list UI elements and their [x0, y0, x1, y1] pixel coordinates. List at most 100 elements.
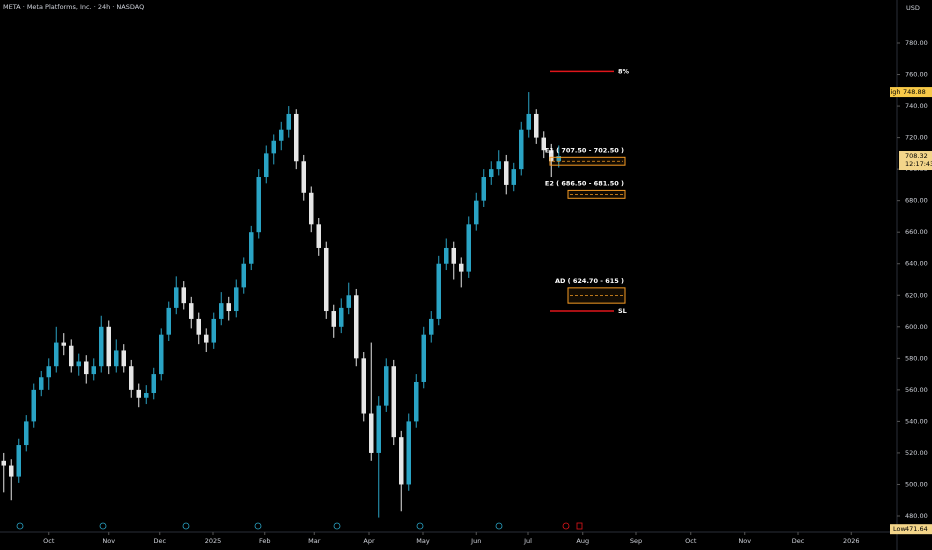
candle-body	[354, 295, 359, 359]
x-tick-label: Nov	[102, 537, 115, 545]
high-label: High	[886, 88, 901, 96]
y-tick-label: 500.00	[905, 480, 928, 488]
x-tick-label: Sep	[630, 537, 642, 545]
candle-body	[376, 405, 381, 453]
candle-body	[54, 342, 59, 367]
y-tick-label: 740.00	[905, 102, 928, 110]
candle-body	[99, 326, 104, 367]
x-tick-label: 2025	[205, 537, 222, 545]
candle-body	[211, 318, 216, 343]
y-tick-label: 540.00	[905, 417, 928, 425]
last-price-badge	[899, 151, 932, 171]
candle-body	[106, 326, 111, 367]
x-tick-label: Dec	[792, 537, 805, 545]
candle-body	[24, 421, 29, 446]
candle-body	[234, 287, 239, 312]
candle-body	[301, 161, 306, 193]
candle-body	[166, 307, 171, 335]
candle-body	[421, 334, 426, 382]
candle-body	[226, 303, 231, 312]
candle-body	[481, 177, 486, 201]
candle-body	[61, 342, 66, 346]
y-tick-label: 480.00	[905, 512, 928, 520]
candle-body	[496, 161, 501, 170]
candle-body	[294, 113, 299, 162]
candle-body	[459, 263, 464, 272]
last-price: 708.32	[905, 152, 928, 160]
y-tick-label: 620.00	[905, 291, 928, 299]
candle-body	[279, 129, 284, 141]
y-tick-label: 600.00	[905, 323, 928, 331]
candle-body	[174, 287, 179, 308]
candle-body	[451, 247, 456, 264]
x-tick-label: Aug	[576, 537, 589, 545]
zone-label: AD ( 624.70 - 615 )	[555, 277, 624, 285]
zone-label: E1 ( 707.50 - 702.50 )	[545, 146, 624, 154]
candle-body	[271, 140, 276, 154]
level-label: SL	[618, 307, 627, 315]
x-tick-label: Apr	[363, 537, 375, 545]
y-tick-label: 780.00	[905, 39, 928, 47]
candle-body	[114, 350, 119, 367]
candle-body	[16, 445, 21, 477]
candle-body	[489, 169, 494, 178]
candle-body	[474, 200, 479, 225]
candle-body	[196, 318, 201, 335]
candle-body	[264, 153, 269, 178]
candle-body	[519, 129, 524, 170]
candle-body	[361, 358, 366, 414]
candle-body	[534, 113, 539, 138]
candle-body	[549, 150, 554, 162]
y-tick-label: 580.00	[905, 354, 928, 362]
candle-body	[346, 295, 351, 308]
x-tick-label: 2026	[843, 537, 860, 545]
candle-body	[339, 307, 344, 327]
candle-body	[309, 192, 314, 225]
candle-body	[406, 421, 411, 485]
candle-body	[429, 318, 434, 335]
y-tick-label: 520.00	[905, 449, 928, 457]
x-tick-label: Mar	[308, 537, 321, 545]
x-tick-label: Feb	[259, 537, 271, 545]
candle-body	[391, 366, 396, 438]
candle-body	[136, 389, 141, 398]
x-tick-label: Dec	[153, 537, 166, 545]
low-value: 471.64	[905, 525, 928, 533]
x-tick-label: May	[416, 537, 430, 545]
candle-body	[256, 177, 261, 233]
y-tick-label: 760.00	[905, 71, 928, 79]
candle-body	[541, 137, 546, 151]
candle-body	[129, 366, 134, 390]
level-label: 8%	[618, 67, 630, 75]
candle-body	[181, 287, 186, 304]
candle-body	[384, 366, 389, 406]
candle-body	[151, 374, 156, 394]
x-tick-label: Oct	[43, 537, 55, 545]
candle-body	[249, 232, 254, 264]
candle-body	[39, 377, 44, 390]
candle-body	[399, 437, 404, 485]
candle-body	[76, 361, 81, 367]
candle-body	[84, 361, 89, 375]
candle-body	[331, 311, 336, 327]
candle-body	[511, 169, 516, 185]
x-tick-label: Jul	[523, 537, 532, 545]
candle-body	[9, 465, 14, 477]
candle-body	[369, 413, 374, 453]
candle-body	[1, 460, 6, 466]
zone-label: E2 ( 686.50 - 681.50 )	[545, 179, 624, 187]
candle-body	[526, 113, 531, 130]
high-badge-tag	[899, 87, 932, 98]
candle-body	[504, 161, 509, 185]
candle-body	[189, 303, 194, 319]
candle-body	[69, 345, 74, 367]
candle-body	[466, 224, 471, 272]
currency-label: USD	[906, 4, 920, 12]
y-tick-label: 680.00	[905, 197, 928, 205]
candle-body	[556, 156, 561, 162]
x-tick-label: Jun	[470, 537, 481, 545]
candle-body	[204, 334, 209, 343]
candle-body	[444, 247, 449, 264]
candle-body	[286, 113, 291, 130]
y-tick-label: 660.00	[905, 228, 928, 236]
